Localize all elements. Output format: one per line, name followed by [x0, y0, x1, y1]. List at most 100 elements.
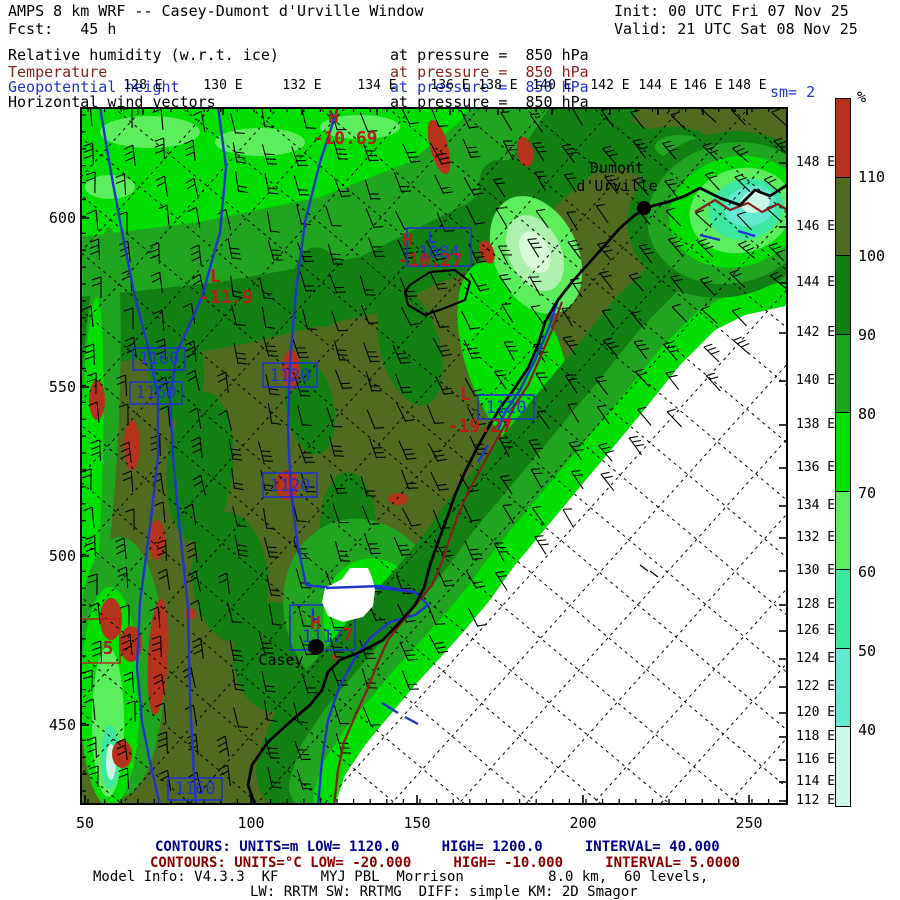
field-pressure-label: at pressure = 850 hPa [390, 93, 589, 111]
right-longitude-label: 112 E [796, 793, 836, 808]
page-title: AMPS 8 km WRF -- Casey-Dumont d'Urville … [8, 2, 424, 20]
colorbar-tick-label: 40 [858, 721, 877, 739]
right-longitude-label: 114 E [796, 774, 836, 789]
svg-text:d'Urville: d'Urville [576, 177, 657, 195]
colorbar-segment [836, 570, 850, 649]
x-axis-label: 100 [237, 814, 265, 832]
field-label: Horizontal wind vectors [8, 93, 216, 111]
right-longitude-label: 118 E [796, 729, 836, 744]
right-longitude-label: 132 E [796, 530, 836, 545]
wind-barbs-layer [81, 107, 788, 793]
top-longitude-label: 142 E [590, 78, 630, 93]
station-dot [637, 201, 651, 215]
top-longitude-label: 146 E [683, 78, 723, 93]
map-svg: 116011601160112011201120L1084L1117H-10.6… [80, 107, 788, 805]
svg-text:-10.27: -10.27 [397, 250, 462, 271]
right-longitude-label: 128 E [796, 597, 836, 612]
svg-text:-19.27: -19.27 [447, 416, 512, 437]
right-longitude-label: 142 E [796, 325, 836, 340]
svg-text:1120: 1120 [270, 366, 311, 386]
station-dot [308, 639, 324, 655]
colorbar-tick-label: 80 [858, 405, 877, 423]
colorbar-tick-label: 60 [858, 563, 877, 581]
field-pressure-label: at pressure = 850 hPa [390, 78, 589, 96]
right-longitude-label: 144 E [796, 275, 836, 290]
top-longitude-label: 132 E [282, 78, 322, 93]
top-longitude-label: 128 E [123, 78, 163, 93]
svg-text:Casey: Casey [258, 651, 303, 669]
model-info-line1: Model Info: V4.3.3 KF MYJ PBL Morrison 8… [93, 869, 709, 885]
ocean-white-region [335, 305, 788, 805]
colorbar-tick-label: 90 [858, 326, 877, 344]
model-info-line2: LW: RRTM SW: RRTMG DIFF: simple KM: 2D S… [250, 884, 638, 900]
x-axis-label: 200 [569, 814, 597, 832]
top-longitude-label: 148 E [727, 78, 767, 93]
colorbar-tick-label: 100 [858, 247, 886, 265]
colorbar-tick-label: 70 [858, 484, 877, 502]
supersaturated-patches [89, 119, 534, 768]
y-axis-label: 450 [48, 716, 76, 734]
colorbar-tick-label: 50 [858, 642, 877, 660]
x-axis-label: 50 [75, 814, 95, 832]
colorbar-segment [836, 413, 850, 492]
top-longitude-label: 138 E [478, 78, 518, 93]
right-longitude-label: 116 E [796, 752, 836, 767]
colorbar-segment [836, 99, 850, 178]
map-layers: 116011601160112011201120L1084L1117H-10.6… [80, 107, 788, 805]
x-axis-label: 250 [735, 814, 763, 832]
colorbar-segment [836, 177, 850, 257]
colorbar-unit: % [857, 88, 867, 106]
right-longitude-label: 120 E [796, 705, 836, 720]
white-blob [322, 568, 375, 622]
valid-time: Valid: 21 UTC Sat 08 Nov 25 [614, 20, 858, 38]
right-longitude-label: 122 E [796, 679, 836, 694]
map-plot-area: 1160 1160 1160 1120 1120 1120 L 1084 L 1117 H -10.6… [80, 107, 788, 805]
right-longitude-label: 140 E [796, 373, 836, 388]
colorbar-segment [836, 727, 850, 806]
y-axis-label: 500 [48, 547, 76, 565]
svg-text:H: H [328, 107, 339, 128]
svg-text:1120: 1120 [486, 398, 527, 418]
svg-text:Dumont: Dumont [590, 159, 644, 177]
svg-text:H: H [310, 613, 321, 634]
init-time: Init: 00 UTC Fri 07 Nov 25 [614, 2, 849, 20]
field-label: Temperature [8, 63, 108, 81]
temperature-contour-info: CONTOURS: UNITS=°C LOW= -20.000 HIGH= -1… [150, 855, 741, 871]
svg-text:L: L [427, 228, 437, 247]
right-longitude-label: 130 E [796, 563, 836, 578]
svg-text:-11.9: -11.9 [199, 287, 253, 308]
svg-text:1160: 1160 [136, 383, 177, 403]
top-longitude-label: 134 E [357, 78, 397, 93]
y-axis-label: 550 [48, 378, 76, 396]
svg-text:1120: 1120 [270, 476, 311, 496]
svg-text:L: L [460, 384, 471, 405]
height-contours-layer [98, 107, 756, 805]
top-longitude-label: 136 E [430, 78, 470, 93]
right-longitude-label: 136 E [796, 460, 836, 475]
right-longitude-label: 146 E [796, 219, 836, 234]
colorbar-segment [836, 256, 850, 335]
svg-text:1160: 1160 [175, 779, 216, 799]
forecast-hour: Fcst: 45 h [8, 20, 117, 38]
top-longitude-label: 130 E [203, 78, 243, 93]
colorbar-segment [836, 491, 850, 571]
height-contour-info: CONTOURS: UNITS=m LOW= 1120.0 HIGH= 1200… [155, 839, 720, 855]
field-pressure-label: at pressure = 850 hPa [390, 46, 589, 64]
right-longitude-label: 124 E [796, 651, 836, 666]
coastline-layer [246, 182, 788, 805]
colorbar-tick-label: 110 [858, 168, 886, 186]
svg-text:H: H [402, 230, 413, 251]
x-axis-label: 150 [403, 814, 431, 832]
smoothing-label: sm= 2 [770, 83, 816, 101]
field-label: Geopotential height [8, 78, 180, 96]
svg-text:5: 5 [103, 638, 114, 659]
svg-text:L: L [310, 605, 320, 624]
field-label: Relative humidity (w.r.t. ice) [8, 46, 279, 64]
top-longitude-label: 144 E [638, 78, 678, 93]
svg-text:-10.69: -10.69 [312, 128, 377, 149]
y-axis-label: 600 [48, 209, 76, 227]
svg-text:1160: 1160 [139, 349, 180, 369]
right-longitude-label: 126 E [796, 623, 836, 638]
